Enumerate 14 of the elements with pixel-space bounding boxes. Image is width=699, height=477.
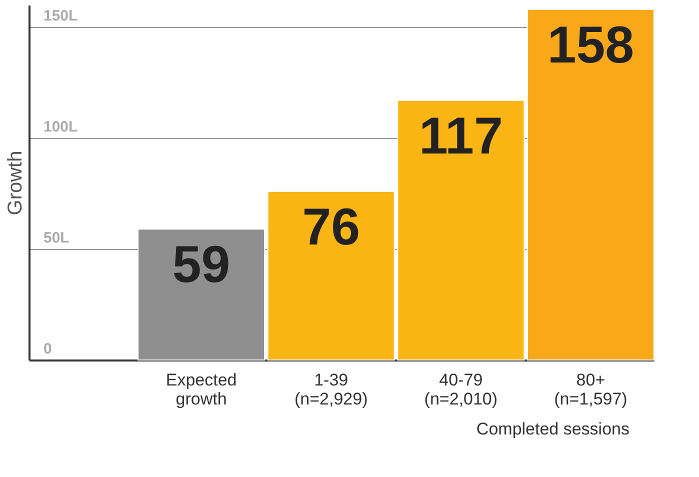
x-tick-label: 80+ (n=1,597) — [554, 370, 628, 408]
y-tick-label: 0 — [44, 340, 52, 358]
data-label: 117 — [418, 107, 503, 166]
x-tick-label: 40-79 (n=2,010) — [424, 370, 498, 408]
y-tick-label: 100L — [44, 118, 78, 136]
y-tick-label: 150L — [44, 8, 78, 25]
x-tick-label: 1-39 (n=2,929) — [294, 370, 368, 408]
x-axis-title: Completed sessions — [476, 420, 630, 438]
data-label: 76 — [302, 198, 360, 256]
data-label: 59 — [172, 236, 230, 294]
y-axis-title: Growth — [4, 150, 26, 216]
y-tick-label: 50L — [44, 230, 70, 247]
data-label: 158 — [547, 16, 634, 74]
x-tick-label: Expected growth — [166, 370, 237, 408]
